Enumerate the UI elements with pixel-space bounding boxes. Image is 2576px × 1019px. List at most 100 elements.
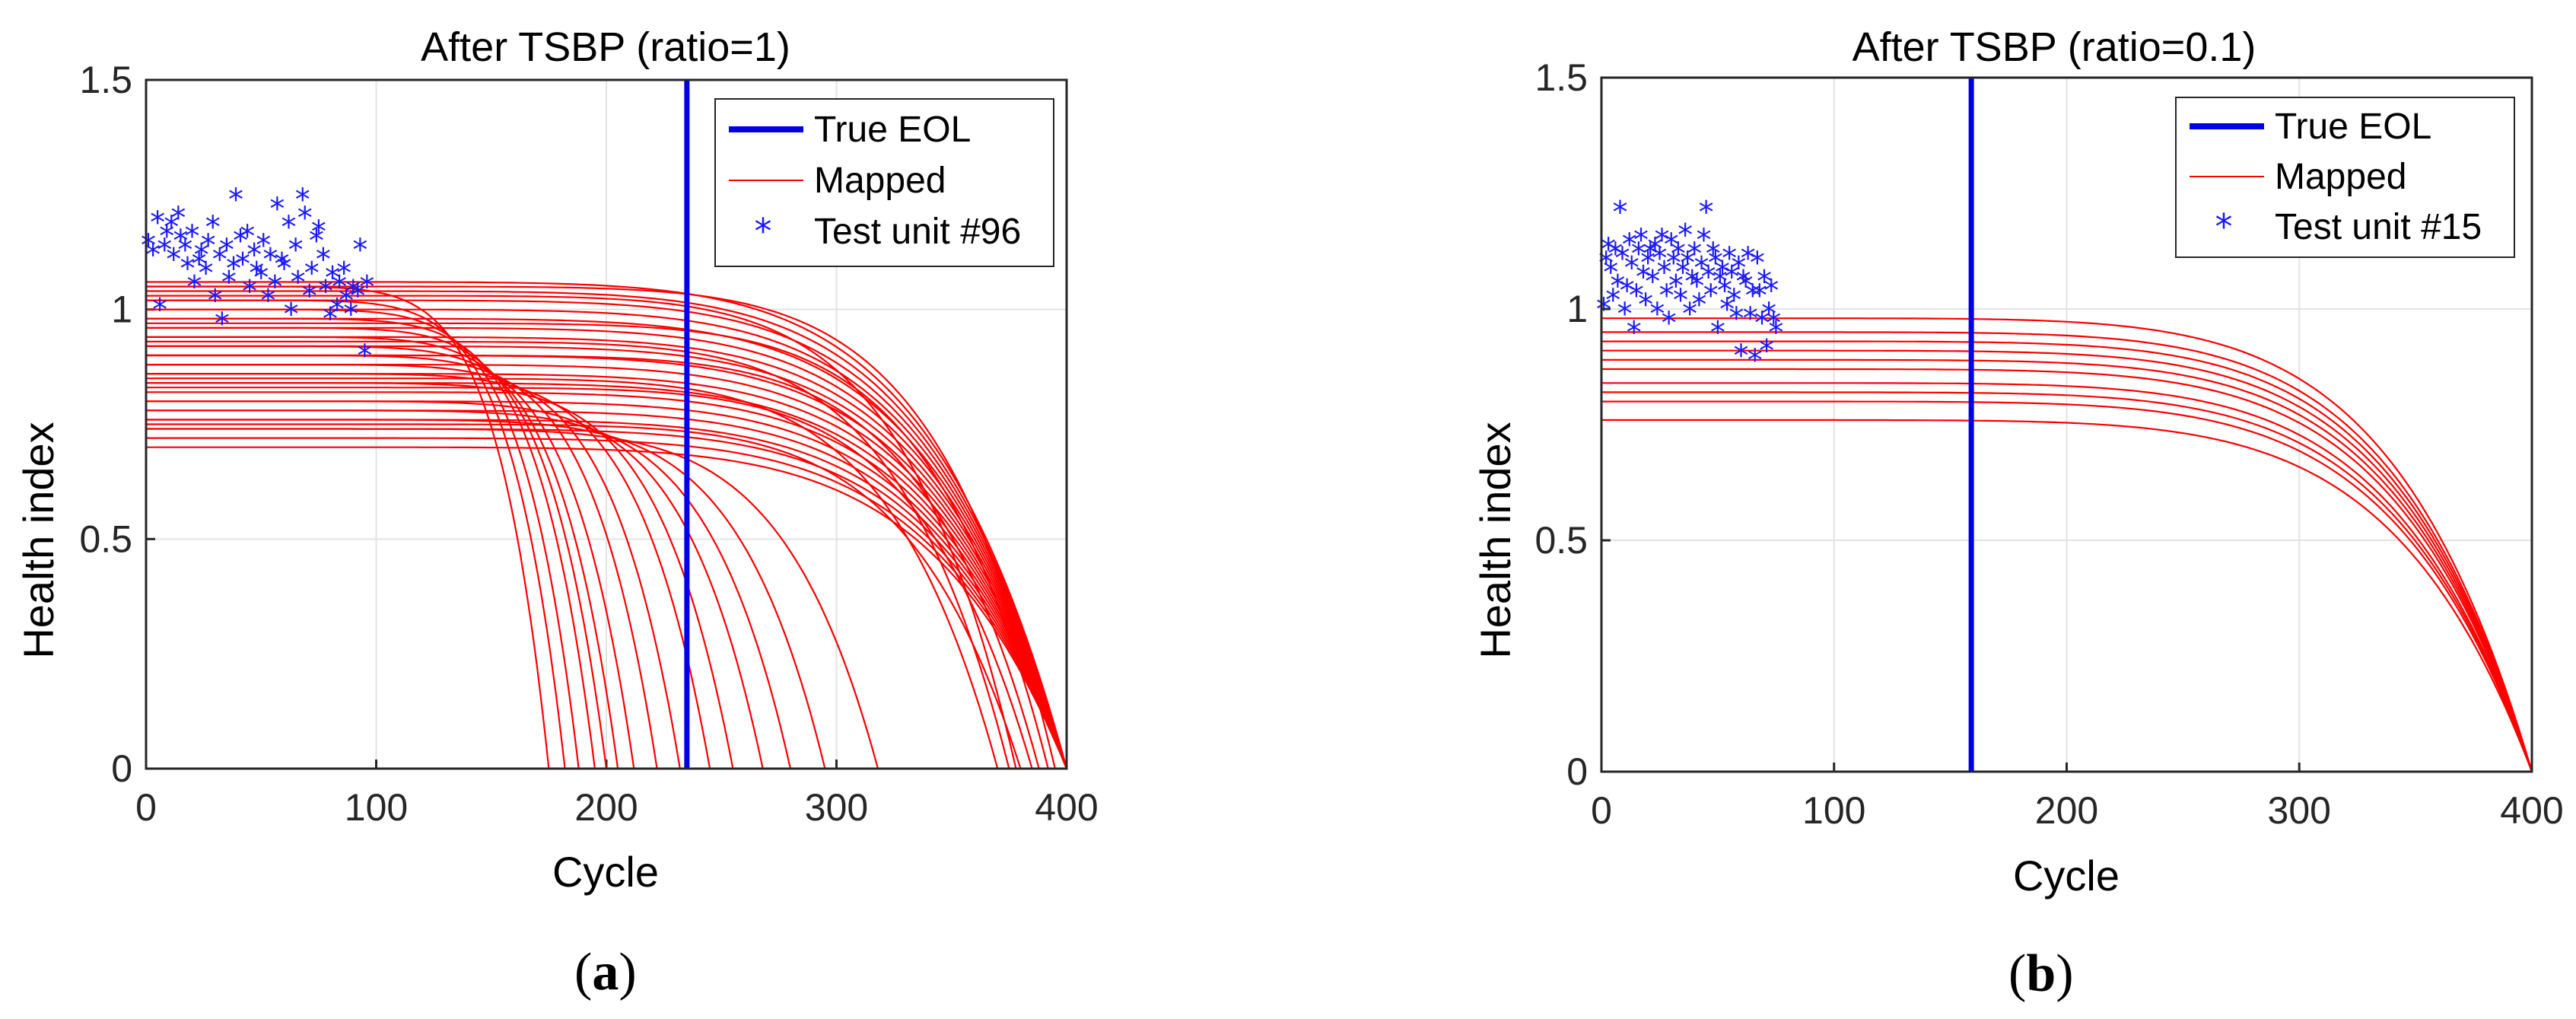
mapped-curve [1601, 358, 2533, 772]
legend-test-swatch: * [2215, 206, 2233, 247]
legend-eol-label: True EOL [814, 110, 971, 150]
test-point: * [1666, 246, 1681, 281]
mapped-curve [146, 336, 619, 769]
test-point: * [1633, 223, 1649, 258]
mapped-curve [146, 364, 681, 769]
test-point: * [1624, 250, 1639, 285]
mapped-curve [146, 299, 566, 769]
x-tick-label: 0 [135, 786, 157, 829]
test-point: * [325, 260, 340, 295]
test-point: * [1654, 223, 1669, 258]
chart-panel-a: After TSBP (ratio=1) *******************… [14, 24, 1099, 1001]
test-point: * [1638, 288, 1653, 323]
legend-mapped-label: Mapped [814, 161, 946, 201]
test-point: * [350, 279, 365, 314]
legend-test-swatch: * [755, 211, 772, 252]
mapped-curve [146, 285, 550, 769]
mapped-curve [1601, 349, 2533, 772]
test-point: * [1689, 269, 1704, 304]
test-point: * [1757, 265, 1772, 300]
mapped-curve [1601, 340, 2533, 772]
test-point: * [359, 270, 374, 305]
test-point: * [201, 228, 216, 263]
test-point: * [1668, 269, 1684, 304]
mapped-curve [146, 409, 792, 769]
caption-a: (a) [574, 943, 637, 1001]
y-tick-label: 1 [1566, 288, 1588, 330]
test-point: * [1687, 237, 1702, 272]
test-point: * [332, 270, 347, 305]
test-point: * [1768, 315, 1783, 350]
test-point: * [180, 251, 195, 286]
test-point: * [1738, 269, 1754, 304]
test-point: * [177, 233, 192, 268]
y-tick-label: 1.5 [79, 59, 132, 101]
x-tick-label: 400 [1035, 786, 1098, 829]
test-point: * [1636, 260, 1651, 295]
test-point: * [269, 192, 285, 227]
test-point: * [1691, 288, 1706, 323]
test-point: * [221, 265, 237, 300]
mapped-curve [146, 446, 1068, 769]
test-point: * [260, 284, 275, 319]
test-point: * [1615, 241, 1630, 276]
test-point: * [242, 275, 257, 310]
test-point: * [1610, 269, 1625, 304]
test-point: * [1715, 255, 1730, 290]
y-tick-label: 0.5 [79, 517, 132, 560]
test-point: * [1708, 246, 1723, 281]
mapped-curve [146, 322, 1049, 769]
test-point: * [1627, 315, 1642, 350]
test-point: * [1643, 237, 1658, 272]
test-point: * [219, 233, 234, 268]
test-point: * [1664, 228, 1679, 263]
test-point: * [157, 233, 172, 268]
test-point: * [309, 224, 324, 259]
caption-b: (b) [2008, 944, 2074, 1003]
test-point: * [1647, 232, 1662, 267]
mapped-curve [146, 308, 580, 769]
test-point: * [141, 228, 156, 263]
test-point: * [159, 219, 174, 254]
test-point: * [1713, 265, 1728, 300]
mapped-curve [146, 419, 826, 769]
test-point: * [1701, 260, 1716, 295]
test-point: * [166, 242, 181, 277]
mapped-curve [146, 373, 711, 769]
test-point: * [1640, 246, 1655, 281]
test-point: * [1697, 223, 1712, 258]
mapped-curve [146, 391, 1068, 769]
x-tick-label: 300 [2268, 789, 2331, 832]
x-tick-label: 100 [1802, 789, 1865, 832]
mapped-curve [146, 290, 1068, 769]
legend-eol-label: True EOL [2275, 107, 2431, 147]
test-point: * [212, 242, 227, 277]
test-point: * [1719, 292, 1735, 327]
test-point: * [1736, 265, 1751, 300]
test-point: * [1645, 265, 1660, 300]
test-point: * [1675, 255, 1690, 290]
test-point: * [267, 270, 282, 305]
test-point: * [1622, 228, 1637, 263]
test-point: * [295, 183, 310, 218]
mapped-curve [146, 377, 999, 769]
x-tick-labels: 0 100 200 300 400 [1591, 789, 2564, 832]
mapped-curve [146, 281, 1068, 769]
x-tick-label: 200 [2035, 789, 2098, 832]
test-point: * [1620, 274, 1635, 309]
y-tick-label: 0 [1566, 750, 1588, 793]
test-point: * [226, 251, 241, 286]
test-point: * [199, 256, 214, 291]
test-point: * [235, 247, 250, 282]
legend-test-label: Test unit #96 [814, 212, 1021, 252]
mapped-curve [1601, 368, 2533, 772]
test-point: * [297, 201, 313, 236]
mapped-curves [146, 281, 1068, 769]
legend-mapped-label: Mapped [2275, 157, 2406, 197]
test-point: * [1682, 297, 1697, 332]
y-tick-label: 1.5 [1534, 56, 1588, 99]
y-axis-label: Health index [14, 422, 62, 658]
test-point: * [194, 237, 209, 272]
mapped-curve [146, 428, 879, 769]
